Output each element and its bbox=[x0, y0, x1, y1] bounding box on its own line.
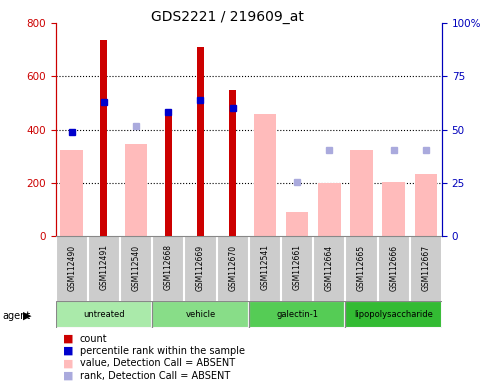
Bar bbox=[414, 174, 437, 236]
Bar bbox=[197, 47, 204, 236]
Bar bbox=[254, 114, 276, 236]
Bar bbox=[345, 301, 442, 328]
Bar bbox=[56, 301, 152, 328]
Text: count: count bbox=[80, 334, 107, 344]
Text: ■: ■ bbox=[63, 334, 73, 344]
Text: rank, Detection Call = ABSENT: rank, Detection Call = ABSENT bbox=[80, 371, 230, 381]
Bar bbox=[249, 301, 345, 328]
Text: vehicle: vehicle bbox=[185, 310, 215, 319]
Text: GSM112668: GSM112668 bbox=[164, 245, 173, 290]
Text: GSM112664: GSM112664 bbox=[325, 245, 334, 291]
Bar bbox=[60, 150, 83, 236]
Bar bbox=[152, 301, 249, 328]
Text: GSM112661: GSM112661 bbox=[293, 245, 301, 290]
Text: GSM112540: GSM112540 bbox=[131, 245, 141, 291]
Text: percentile rank within the sample: percentile rank within the sample bbox=[80, 346, 245, 356]
Bar bbox=[125, 144, 147, 236]
Text: GSM112666: GSM112666 bbox=[389, 245, 398, 291]
Text: galectin-1: galectin-1 bbox=[276, 310, 318, 319]
Bar bbox=[286, 212, 308, 236]
Text: untreated: untreated bbox=[83, 310, 125, 319]
Bar bbox=[345, 301, 442, 328]
Bar bbox=[249, 301, 345, 328]
Bar bbox=[165, 111, 172, 236]
Bar bbox=[100, 40, 107, 236]
Bar bbox=[152, 301, 249, 328]
Text: GSM112667: GSM112667 bbox=[421, 245, 430, 291]
Bar bbox=[229, 90, 236, 236]
Text: GSM112491: GSM112491 bbox=[99, 245, 108, 290]
Text: value, Detection Call = ABSENT: value, Detection Call = ABSENT bbox=[80, 358, 235, 368]
Text: agent: agent bbox=[2, 311, 30, 321]
Text: ■: ■ bbox=[63, 358, 73, 368]
Bar bbox=[318, 183, 341, 236]
Bar bbox=[56, 301, 152, 328]
Text: ■: ■ bbox=[63, 346, 73, 356]
Text: GSM112541: GSM112541 bbox=[260, 245, 270, 290]
Text: GSM112669: GSM112669 bbox=[196, 245, 205, 291]
Bar bbox=[383, 182, 405, 236]
Text: GDS2221 / 219609_at: GDS2221 / 219609_at bbox=[151, 10, 303, 23]
Text: lipopolysaccharide: lipopolysaccharide bbox=[354, 310, 433, 319]
Text: GSM112665: GSM112665 bbox=[357, 245, 366, 291]
Text: ▶: ▶ bbox=[23, 311, 32, 321]
Text: ■: ■ bbox=[63, 371, 73, 381]
Text: GSM112490: GSM112490 bbox=[67, 245, 76, 291]
Bar bbox=[350, 150, 373, 236]
Text: GSM112670: GSM112670 bbox=[228, 245, 237, 291]
